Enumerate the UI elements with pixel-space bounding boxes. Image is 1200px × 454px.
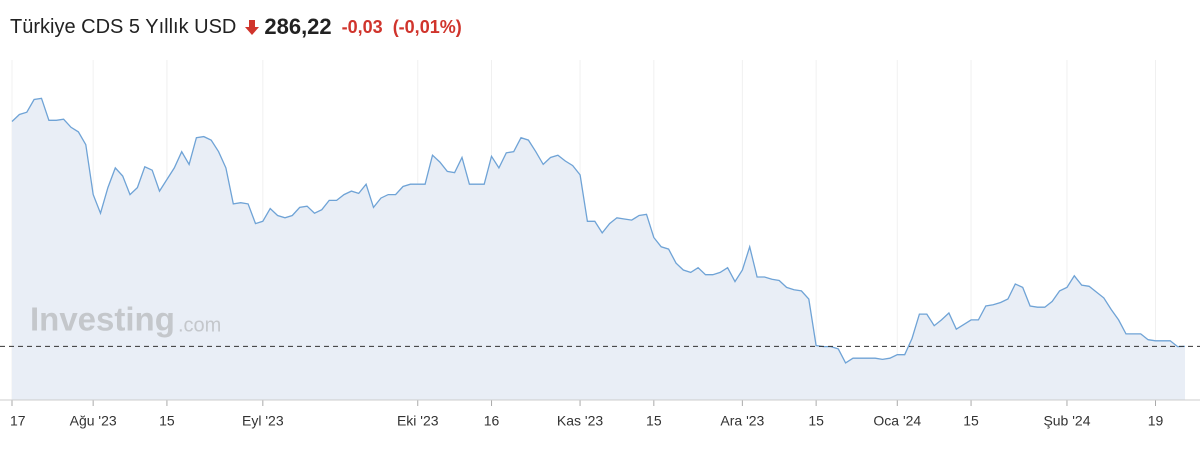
x-tick-label: 15: [646, 413, 662, 429]
x-tick-label: Ağu '23: [70, 413, 117, 429]
line: [11, 97, 1186, 364]
x-tick-label: 15: [963, 413, 979, 429]
x-tick-label: 19: [1148, 413, 1164, 429]
change: -0,03: [341, 16, 383, 37]
x-tick-label: Oca '24: [873, 413, 921, 429]
x-tick-label: Kas '23: [557, 413, 603, 429]
price: 286,22: [264, 14, 332, 39]
watermark-brand: Investing: [30, 301, 175, 338]
x-tick-label: 15: [808, 413, 824, 429]
x-tick-label: Şub '24: [1043, 413, 1090, 429]
x-tick-label: 15: [159, 413, 175, 429]
x-tick-label: 16: [484, 413, 500, 429]
watermark-suffix: .com: [178, 314, 221, 336]
x-tick-label: 17: [10, 413, 26, 429]
down-arrow: [245, 20, 260, 35]
header: Türkiye CDS 5 Yıllık USD 286,22 -0,03 (-…: [10, 12, 462, 42]
x-tick-label: Eyl '23: [242, 413, 284, 429]
change-percent: (-0,01%): [392, 16, 462, 37]
title: Türkiye CDS 5 Yıllık USD: [10, 15, 237, 38]
area-fill: [12, 98, 1185, 401]
x-tick-label: Ara '23: [720, 413, 764, 429]
x-tick-label: Eki '23: [397, 413, 439, 429]
